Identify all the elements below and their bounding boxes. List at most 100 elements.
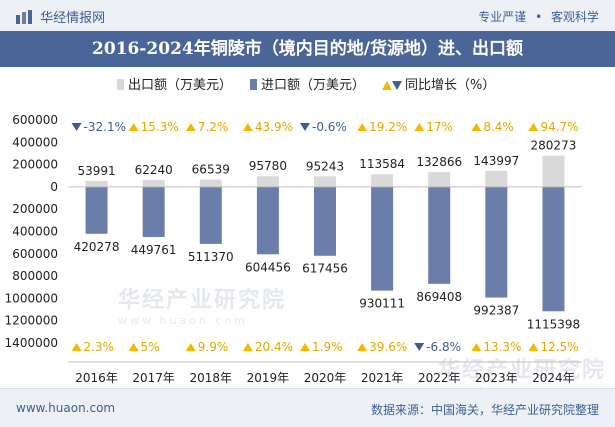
import-bar [142,186,165,238]
legend-down-triangle-icon [392,81,402,90]
y-tick-label: 200000 [12,202,58,216]
export-bar [256,176,279,187]
yoy-import-down-triangle-icon [414,343,425,351]
yoy-import-up-triangle-icon [300,343,310,351]
x-tick-label: 2024年 [532,371,575,385]
export-bar [142,179,165,187]
y-tick-label: 600000 [12,247,58,261]
yoy-export-label: 15.3% [141,120,179,134]
yoy-export-label: 7.2% [198,120,229,134]
legend-import-label: 进口额（万美元） [261,78,366,93]
yoy-export-up-triangle-icon [528,123,539,131]
x-tick-label: 2020年 [304,371,347,385]
brand[interactable]: 华经情报网 [16,7,105,26]
import-value-label: 1115398 [527,317,580,331]
yoy-import-label: -6.8% [426,340,461,354]
export-value-label: 113584 [359,157,405,171]
yoy-export-label: 8.4% [483,120,514,134]
import-bar [542,186,565,312]
legend-yoy[interactable]: 同比增长（%） [382,74,495,93]
x-tick-label: 2023年 [475,371,518,385]
export-bar [314,176,336,187]
chart-title: 2016-2024年铜陵市（境内目的地/货源地）进、出口额 [0,31,615,67]
y-tick-label: 0 [50,180,58,194]
x-tick-label: 2019年 [247,371,290,385]
legend-up-triangle-icon [382,81,392,90]
yoy-import-up-triangle-icon [357,343,368,351]
yoy-export-up-triangle-icon [185,123,196,131]
yoy-import-up-triangle-icon [128,343,139,351]
export-value-label: 62240 [135,163,173,177]
yoy-export-down-triangle-icon [300,123,310,131]
legend-yoy-label: 同比增长（%） [405,78,496,93]
import-value-label: 420278 [74,240,120,254]
yoy-import-up-triangle-icon [242,343,253,351]
footer: www.huaon.com 数据来源：中国海关，华经产业研究院整理 [0,388,615,427]
legend-import-swatch [250,79,257,90]
yoy-import-up-triangle-icon [185,343,196,351]
export-value-label: 280273 [531,139,577,153]
legend-export-label: 出口额（万美元） [128,78,233,93]
yoy-export-label: 17% [426,120,453,134]
yoy-export-up-triangle-icon [357,123,368,131]
export-value-label: 53991 [77,164,115,178]
import-value-label: 930111 [359,297,405,311]
yoy-import-up-triangle-icon [471,343,482,351]
yoy-export-label: -32.1% [84,120,126,134]
footer-site[interactable]: www.huaon.com [16,401,116,415]
yoy-import-label: 20.4% [255,340,293,354]
yoy-import-label: 2.3% [84,340,115,354]
tagline-left: 专业严谨 [478,10,527,24]
yoy-import-label: 39.6% [369,340,407,354]
export-bar [85,180,108,187]
import-value-label: 617456 [302,262,348,276]
y-tick-label: 400000 [12,135,58,149]
y-tick-label: 600000 [12,113,58,127]
y-tick-label: 1200000 [5,314,58,328]
tagline-separator: • [535,10,543,24]
import-value-label: 869408 [416,290,462,304]
legend-export-swatch [117,79,124,90]
export-bar [542,155,565,187]
yoy-import-label: 12.5% [540,340,578,354]
import-bar [428,186,451,284]
top-bar: 华经情报网 专业严谨 • 客观科学 [0,0,615,31]
x-tick-label: 2016年 [75,371,118,385]
yoy-export-up-triangle-icon [128,123,139,131]
export-bar [485,170,508,187]
yoy-export-label: 43.9% [255,120,293,134]
export-bar [371,174,394,187]
import-value-label: 511370 [188,250,234,264]
import-bar [485,186,508,298]
legend-import[interactable]: 进口额（万美元） [250,74,365,93]
footer-source: 数据来源：中国海关，华经产业研究院整理 [370,403,599,417]
brand-logo-icon [16,10,32,24]
import-bar [199,186,222,244]
tagline-right: 客观科学 [550,10,599,24]
brand-name: 华经情报网 [40,11,106,26]
yoy-import-up-triangle-icon [71,343,82,351]
yoy-import-label: 9.9% [198,340,229,354]
x-tick-label: 2021年 [361,371,404,385]
watermark-left-text: 华经产业研究院 [118,288,287,313]
x-tick-label: 2022年 [418,371,461,385]
yoy-import-label: 13.3% [483,340,521,354]
yoy-import-up-triangle-icon [528,343,539,351]
legend-export[interactable]: 出口额（万美元） [117,74,232,93]
yoy-export-label: -0.6% [312,120,347,134]
legend: 出口额（万美元） 进口额（万美元） 同比增长（%） [0,74,615,94]
import-bar [371,186,394,291]
import-value-label: 992387 [473,304,519,318]
export-bar [428,172,451,187]
yoy-export-up-triangle-icon [414,123,425,131]
y-tick-label: 1400000 [5,336,58,350]
yoy-export-down-triangle-icon [71,123,82,131]
yoy-export-up-triangle-icon [242,123,253,131]
import-value-label: 604456 [245,260,291,274]
export-value-label: 143997 [473,154,519,168]
x-tick-label: 2018年 [190,371,233,385]
export-value-label: 95243 [306,159,344,173]
y-tick-label: 800000 [12,269,58,283]
watermark-left: 华经产业研究院 www.huaon.com [118,282,286,327]
